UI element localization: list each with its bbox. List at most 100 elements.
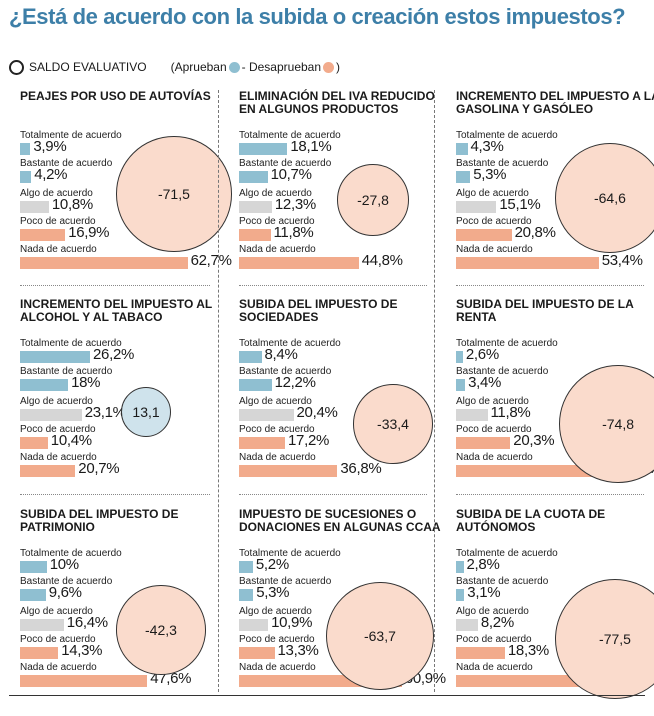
- category-row: Nada de acuerdo 62,7%: [20, 244, 232, 276]
- bottom-rule: [9, 695, 645, 696]
- panel-subida-del-impuesto-de-la-renta: SUBIDA DEL IMPUESTO DE LA RENTA Totalment…: [456, 298, 654, 506]
- value-label: 14,3%: [61, 642, 103, 659]
- category-row: Bastante de acuerdo 3,4%: [456, 366, 654, 398]
- bar-poco-de-acuerdo: [456, 437, 511, 449]
- category-label: Totalmente de acuerdo: [239, 130, 341, 141]
- category-row: Bastante de acuerdo 5,3%: [239, 576, 439, 608]
- bar-bastante-de-acuerdo: [456, 589, 465, 601]
- bar-totalmente-de-acuerdo: [239, 143, 288, 155]
- panel-subida-de-la-cuota-de-autonomos: SUBIDA DE LA CUOTA DE AUTÓNOMOS Totalment…: [456, 508, 654, 716]
- category-label: Poco de acuerdo: [20, 216, 96, 227]
- category-row: Totalmente de acuerdo 3,9%: [20, 130, 220, 162]
- category-label: Algo de acuerdo: [239, 396, 312, 407]
- category-label: Bastante de acuerdo: [456, 366, 549, 377]
- bar-algo-de-acuerdo: [456, 201, 497, 213]
- category-row: Algo de acuerdo 10,8%: [20, 188, 220, 220]
- category-label: Totalmente de acuerdo: [239, 548, 341, 559]
- bar-poco-de-acuerdo: [20, 229, 66, 241]
- bar-totalmente-de-acuerdo: [456, 561, 464, 573]
- value-label: 5,3%: [256, 584, 290, 601]
- category-row: Nada de acuerdo 20,7%: [20, 452, 220, 484]
- category-label: Poco de acuerdo: [239, 216, 315, 227]
- balance-circle: -77,5: [555, 579, 654, 699]
- value-label: 44,8%: [361, 252, 403, 269]
- category-row: Algo de acuerdo 16,4%: [20, 606, 220, 638]
- panel-incremento-del-impuesto-a-la-gasolina-y-gasoleo: INCREMENTO DEL IMPUESTO A LA GASOLINA Y …: [456, 90, 654, 298]
- row-separator: [20, 285, 210, 286]
- category-label: Poco de acuerdo: [20, 634, 96, 645]
- category-label: Poco de acuerdo: [456, 424, 532, 435]
- chart-title: ¿Está de acuerdo con la subida o creació…: [9, 4, 626, 29]
- value-label: 20,7%: [78, 460, 120, 477]
- category-label: Nada de acuerdo: [456, 244, 533, 255]
- value-label: 4,3%: [470, 138, 504, 155]
- value-label: 11,8%: [490, 404, 531, 421]
- category-row: Poco de acuerdo 16,9%: [20, 216, 220, 248]
- value-label: 13,3%: [277, 642, 319, 659]
- category-label: Algo de acuerdo: [20, 606, 93, 617]
- category-label: Nada de acuerdo: [20, 244, 97, 255]
- bar-bastante-de-acuerdo: [20, 379, 69, 391]
- panel-eliminacion-del-iva-reducido-en-algunos-productos: ELIMINACIÓN DEL IVA REDUCIDO EN ALGUNOS …: [239, 90, 449, 298]
- balance-value: 13,1: [132, 404, 160, 421]
- category-label: Poco de acuerdo: [239, 634, 315, 645]
- category-row: Algo de acuerdo 10,9%: [239, 606, 439, 638]
- panel-title: IMPUESTO DE SUCESIONES O DONACIONES EN A…: [239, 507, 441, 534]
- balance-value: -71,5: [157, 185, 190, 202]
- value-label: 10,7%: [270, 166, 312, 183]
- value-label: 16,4%: [66, 614, 108, 631]
- value-label: 15,1%: [499, 196, 541, 213]
- value-label: 62,7%: [190, 252, 232, 269]
- value-label: 8,2%: [480, 614, 514, 631]
- value-label: 20,3%: [513, 432, 555, 449]
- category-label: Bastante de acuerdo: [456, 158, 549, 169]
- bar-nada-de-acuerdo: [239, 257, 359, 269]
- column-separator: [218, 90, 219, 692]
- category-row: Algo de acuerdo 12,3%: [239, 188, 439, 220]
- bar-poco-de-acuerdo: [239, 437, 285, 449]
- bar-nada-de-acuerdo: [456, 465, 618, 477]
- value-label: 20,4%: [296, 404, 338, 421]
- bar-totalmente-de-acuerdo: [20, 143, 31, 155]
- bar-bastante-de-acuerdo: [239, 171, 268, 183]
- value-label: 10,4%: [50, 432, 92, 449]
- bar-algo-de-acuerdo: [20, 619, 64, 631]
- category-row: Poco de acuerdo 18,3%: [456, 634, 654, 666]
- category-label: Algo de acuerdo: [456, 188, 529, 199]
- row-separator: [20, 494, 210, 495]
- legend-approve-text: (Aprueban: [170, 60, 227, 74]
- balance-circle: -63,7: [325, 581, 435, 691]
- value-label: 5,3%: [473, 166, 507, 183]
- bar-algo-de-acuerdo: [239, 619, 269, 631]
- value-label: 26,2%: [93, 346, 135, 363]
- category-row: Bastante de acuerdo 3,1%: [456, 576, 654, 608]
- legend-disapprove-text: - Desaprueban: [241, 60, 322, 74]
- bar-bastante-de-acuerdo: [20, 589, 46, 601]
- panel-title: SUBIDA DE LA CUOTA DE AUTÓNOMOS: [456, 507, 606, 534]
- value-label: 10%: [49, 556, 79, 573]
- column-separator: [434, 90, 435, 692]
- category-row: Totalmente de acuerdo 4,3%: [456, 130, 654, 162]
- legend-balance-label: SALDO EVALUATIVO: [29, 60, 147, 74]
- category-row: Algo de acuerdo 11,8%: [456, 396, 654, 428]
- category-row: Poco de acuerdo 20,8%: [456, 216, 654, 248]
- value-label: 11,8%: [273, 224, 314, 241]
- category-row: Poco de acuerdo 13,3%: [239, 634, 439, 666]
- bar-bastante-de-acuerdo: [456, 171, 471, 183]
- category-label: Bastante de acuerdo: [20, 576, 113, 587]
- panel-title: INCREMENTO DEL IMPUESTO AL ALCOHOL Y AL …: [20, 297, 213, 324]
- category-label: Nada de acuerdo: [239, 662, 316, 673]
- category-label: Nada de acuerdo: [456, 662, 533, 673]
- value-label: 18,1%: [290, 138, 332, 155]
- panel-subida-del-impuesto-de-patrimonio: SUBIDA DEL IMPUESTO DE PATRIMONIO Totalme…: [20, 508, 230, 716]
- bar-totalmente-de-acuerdo: [456, 351, 463, 363]
- category-row: Algo de acuerdo 23,1%: [20, 396, 220, 428]
- bar-bastante-de-acuerdo: [239, 589, 254, 601]
- bar-totalmente-de-acuerdo: [239, 561, 253, 573]
- balance-circle: 13,1: [120, 386, 172, 438]
- category-row: Totalmente de acuerdo 2,6%: [456, 338, 654, 370]
- bar-poco-de-acuerdo: [239, 647, 275, 659]
- category-label: Algo de acuerdo: [20, 188, 93, 199]
- category-label: Totalmente de acuerdo: [239, 338, 341, 349]
